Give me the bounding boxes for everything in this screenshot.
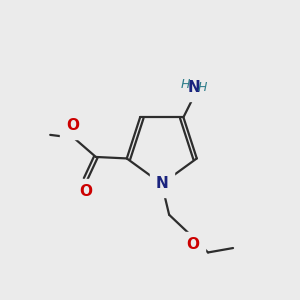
Text: H: H — [181, 78, 190, 91]
Text: O: O — [186, 237, 199, 252]
Text: N: N — [187, 80, 200, 95]
Text: O: O — [66, 118, 79, 134]
Text: H: H — [198, 81, 207, 94]
Text: N: N — [155, 176, 168, 191]
Text: O: O — [79, 184, 92, 199]
